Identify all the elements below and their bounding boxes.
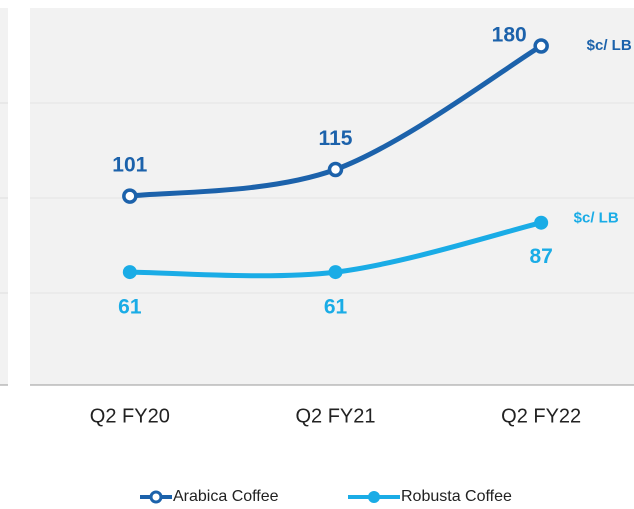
unit-label: $c/ LB (574, 210, 619, 227)
data-label: 61 (118, 296, 142, 319)
point (327, 161, 344, 178)
point (534, 215, 549, 230)
legend-marker (149, 490, 163, 504)
data-label: 115 (319, 127, 353, 150)
data-label: 180 (492, 24, 527, 47)
legend-marker (368, 491, 380, 503)
data-label: 87 (529, 245, 552, 268)
unit-label: $c/ LB (587, 37, 632, 54)
x-tick-label: Q2 FY20 (90, 405, 170, 427)
point (122, 188, 138, 204)
side-panel (0, 8, 8, 385)
legend-label: Robusta Coffee (401, 488, 512, 505)
plot-background (30, 8, 634, 385)
point (122, 265, 137, 280)
data-label: 61 (324, 296, 348, 319)
data-label: 101 (112, 154, 147, 177)
point (328, 265, 343, 280)
x-tick-label: Q2 FY22 (501, 405, 581, 427)
point (533, 38, 549, 54)
x-tick-label: Q2 FY21 (295, 405, 375, 427)
legend-label: Arabica Coffee (173, 488, 279, 505)
